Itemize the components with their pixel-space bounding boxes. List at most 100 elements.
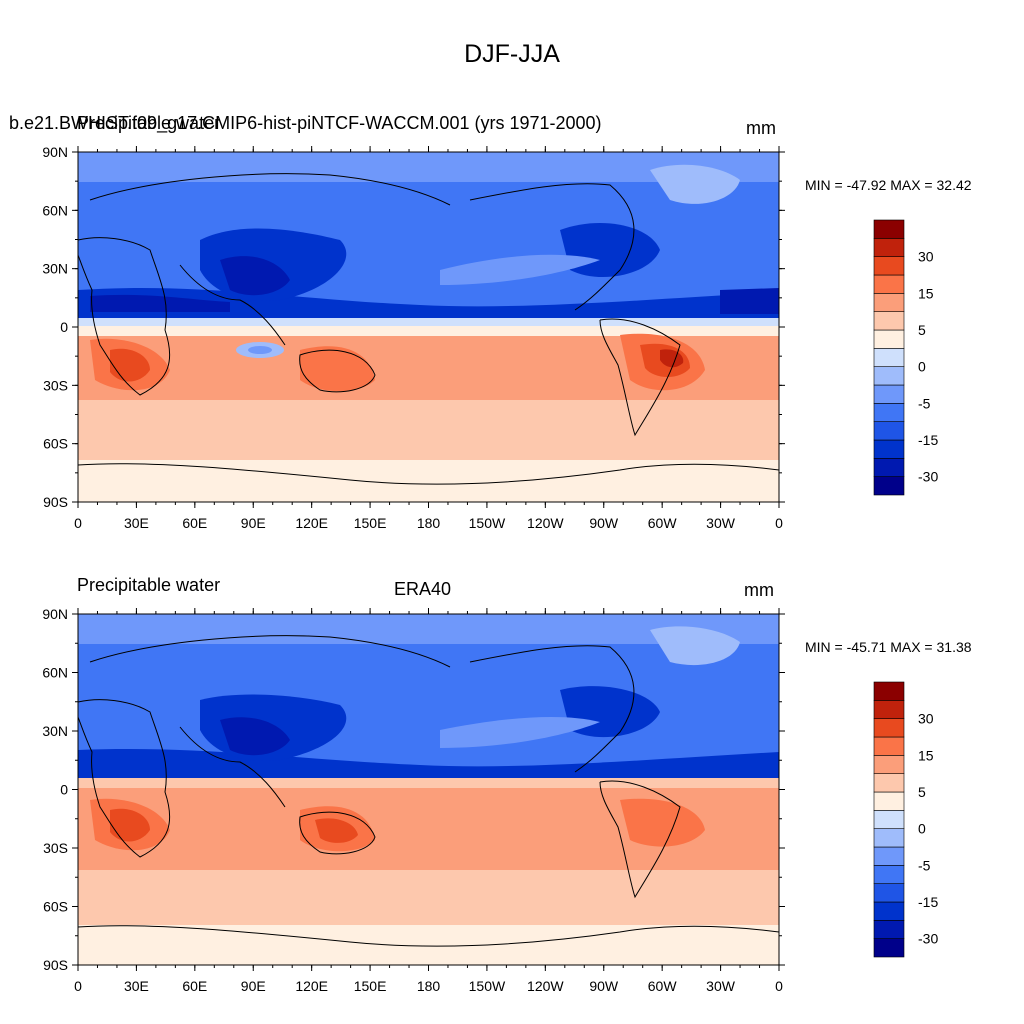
colorbar-label: 15 <box>918 285 934 301</box>
lon-label: 30E <box>124 515 149 531</box>
panel2-axes: 0 30E 60E 90E 120E 150E 180 150W 120W 90W 60W 30W 09… <box>42 606 785 994</box>
panel1-map <box>78 152 779 502</box>
colorbar-label: 15 <box>918 747 934 763</box>
colorbar-cell <box>873 773 905 793</box>
lon-label: 150W <box>469 978 506 994</box>
lat-label: 30N <box>42 723 68 739</box>
colorbar-label: -30 <box>918 469 938 485</box>
colorbar-cell <box>873 366 905 386</box>
colorbar-label: 30 <box>918 249 934 265</box>
colorbar-label: -5 <box>918 857 931 873</box>
colorbar-cell <box>873 256 905 276</box>
panel1-coastlines <box>78 173 779 485</box>
colorbar-cell <box>873 865 905 884</box>
colorbar-cell <box>873 348 905 367</box>
lon-label: 60W <box>648 515 678 531</box>
panel2-units: mm <box>744 580 774 600</box>
colorbar-cell <box>873 681 905 701</box>
lon-label: 30W <box>706 978 736 994</box>
panel1-axes: 0 30E 60E 90E 120E 150E 180 150W 120W 90W 60W 30W 09… <box>42 144 785 531</box>
colorbar-label: 5 <box>918 784 926 800</box>
colorbar-cell <box>873 736 905 756</box>
lon-label: 60E <box>182 978 207 994</box>
lat-label: 30S <box>43 377 68 393</box>
colorbar-label: 5 <box>918 322 926 338</box>
colorbar-cell <box>873 718 905 738</box>
colorbars: -30 -15 -5 0 5 15 30 -30 -15 -5 0 5 15 30 <box>873 219 938 958</box>
colorbar-label: 0 <box>918 359 926 375</box>
colorbar-cell <box>873 329 905 349</box>
colorbar-1: -30 -15 -5 0 5 15 30 <box>873 219 938 496</box>
map-axes: 0 30E 60E 90E 120E 150E 180 150W 120W 90W 60W 30W 09… <box>42 144 785 994</box>
lat-label: 60S <box>43 899 68 915</box>
lon-label: 120E <box>295 515 328 531</box>
panel2-coastlines <box>78 635 779 947</box>
lat-label: 60S <box>43 436 68 452</box>
lat-label: 60N <box>42 665 68 681</box>
colorbar-2: -30 -15 -5 0 5 15 30 <box>873 681 938 958</box>
lat-label: 90N <box>42 144 68 160</box>
lat-label: 30S <box>43 840 68 856</box>
colorbar-cell <box>873 938 905 958</box>
lon-label: 180 <box>417 515 441 531</box>
lon-label: 180 <box>417 978 441 994</box>
lon-label: 90E <box>241 515 266 531</box>
lon-label: 120E <box>295 978 328 994</box>
colorbar-cell <box>873 901 905 921</box>
panel2-center-title: ERA40 <box>394 579 452 599</box>
panel1-left-title: Precipitable water <box>77 113 221 133</box>
lat-label: 30N <box>42 261 68 277</box>
colorbar-cell <box>873 791 905 811</box>
lon-label: 0 <box>74 515 82 531</box>
lon-label: 30E <box>124 978 149 994</box>
figure-title: DJF-JJA <box>464 40 560 68</box>
lat-label: 60N <box>42 202 68 218</box>
lat-label: 90S <box>43 494 68 510</box>
lat-label: 90N <box>42 606 68 622</box>
lon-label: 0 <box>74 978 82 994</box>
colorbar-cell <box>873 883 905 903</box>
colorbar-label: -15 <box>918 894 938 910</box>
panel2-min-max: MIN = -45.71 MAX = 31.38 <box>805 639 972 655</box>
lon-label: 0 <box>775 515 783 531</box>
colorbar-cell <box>873 311 905 331</box>
lon-label: 90E <box>241 978 266 994</box>
lon-label: 60W <box>648 978 678 994</box>
lat-label: 90S <box>43 957 68 973</box>
lon-label: 120W <box>527 978 564 994</box>
lon-label: 0 <box>775 978 783 994</box>
lon-label: 150W <box>469 515 506 531</box>
colorbar-label: 30 <box>918 711 934 727</box>
colorbar-cell <box>873 293 905 312</box>
colorbar-cell <box>873 828 905 848</box>
colorbar-label: -5 <box>918 395 931 411</box>
colorbar-label: -30 <box>918 931 938 947</box>
colorbar-cell <box>873 439 905 459</box>
colorbar-cell <box>873 846 905 866</box>
panel1-center-title: b.e21.BWHIST.f09_g17.CMIP6-hist-piNTCF-W… <box>9 113 602 133</box>
colorbar-cell <box>873 755 905 774</box>
colorbar-cell <box>873 384 905 404</box>
colorbar-cell <box>873 700 905 719</box>
colorbar-label: -15 <box>918 432 938 448</box>
lon-label: 90W <box>589 515 619 531</box>
lon-label: 150E <box>354 978 387 994</box>
panel1-min-max: MIN = -47.92 MAX = 32.42 <box>805 177 972 193</box>
colorbar-cell <box>873 238 905 257</box>
colorbar-cell <box>873 476 905 496</box>
lon-label: 150E <box>354 515 387 531</box>
lon-label: 90W <box>589 978 619 994</box>
lon-label: 60E <box>182 515 207 531</box>
panel2-left-title: Precipitable water <box>77 575 221 595</box>
colorbar-cell <box>873 920 905 939</box>
colorbar-label: 0 <box>918 821 926 837</box>
lon-label: 30W <box>706 515 736 531</box>
panel1-units: mm <box>746 118 776 138</box>
colorbar-cell <box>873 403 905 422</box>
colorbar-cell <box>873 458 905 477</box>
colorbar-cell <box>873 421 905 441</box>
panel2-map <box>78 614 779 965</box>
lat-label: 0 <box>60 319 68 335</box>
colorbar-cell <box>873 219 905 239</box>
